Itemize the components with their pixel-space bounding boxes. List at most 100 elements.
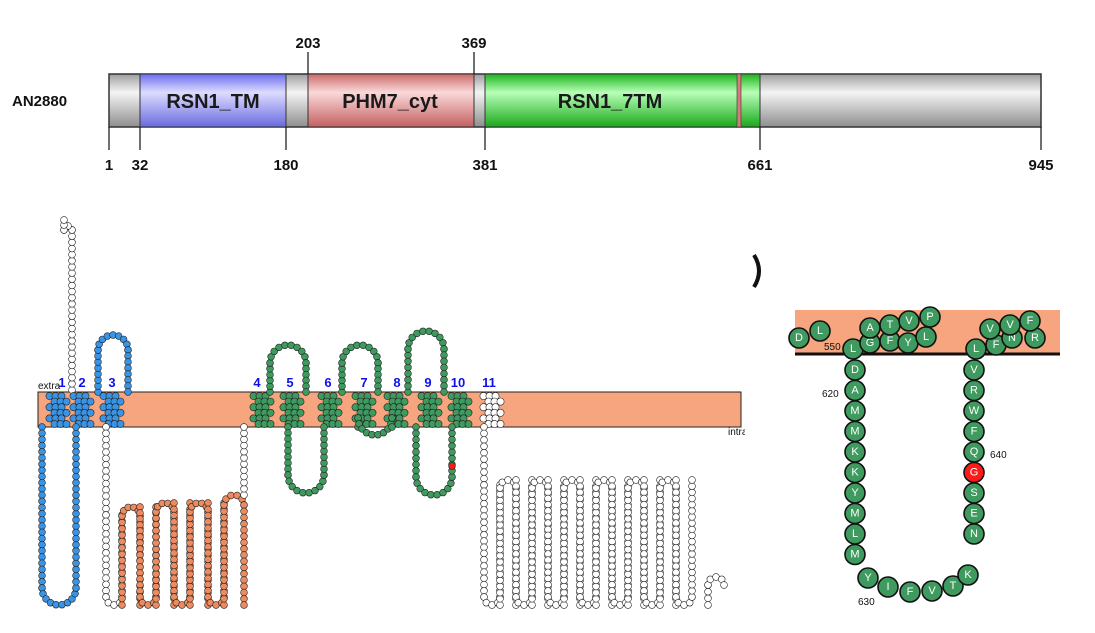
residue-bead (68, 343, 76, 351)
residue-bead (512, 482, 520, 490)
residue-bead (118, 582, 126, 590)
residue-bead (38, 559, 46, 567)
residue-bead (38, 435, 46, 444)
residue-letter: V (905, 315, 913, 327)
residue-bead (204, 568, 212, 576)
extra-label: extra (38, 381, 61, 392)
residue-bead (68, 318, 76, 327)
residue-bead (116, 408, 125, 417)
residue-bead (68, 257, 76, 265)
residue-bead (240, 588, 248, 597)
residue-bead (102, 580, 110, 589)
residue-bead (672, 587, 680, 595)
residue-bead (68, 281, 76, 290)
residue-bead (624, 582, 632, 591)
residue-bead (266, 359, 274, 367)
residue-bead (220, 582, 228, 590)
residue-bead (512, 568, 520, 577)
residue-bead (480, 549, 488, 558)
residue-bead (204, 511, 212, 520)
residue-bead (220, 588, 228, 597)
residue-bead (576, 500, 584, 509)
residue-letter: V (928, 585, 936, 597)
residue-bead (102, 454, 110, 463)
residue-bead (640, 556, 648, 564)
residue-bead (240, 513, 248, 522)
residue-bead (688, 482, 696, 490)
residue-bead (592, 601, 600, 609)
residue-bead (68, 232, 76, 240)
residue-bead (480, 449, 488, 457)
residue-bead (72, 479, 80, 487)
residue-bead (240, 576, 248, 584)
residue-bead (448, 454, 456, 462)
residue-bead (400, 420, 409, 428)
residue-bead (204, 580, 212, 589)
residue-bead (576, 587, 584, 595)
residue-bead (528, 496, 536, 504)
residue-letter: Q (970, 446, 979, 458)
residue-bead (592, 490, 600, 498)
residue-bead (102, 523, 110, 532)
residue-bead (152, 588, 160, 597)
residue-bead (68, 355, 76, 363)
residue-bead (412, 460, 420, 469)
residue-bead (656, 527, 664, 535)
residue-bead (640, 574, 648, 583)
residue-bead (118, 575, 126, 584)
residue-bead (170, 568, 178, 576)
residue-bead (388, 414, 396, 422)
residue-bead (688, 500, 696, 509)
residue-bead (496, 408, 505, 417)
residue-bead (592, 496, 600, 504)
residue-bead (368, 420, 377, 428)
residue-bead (496, 595, 504, 603)
residue-bead (480, 468, 488, 476)
residue-bead (440, 369, 448, 378)
residue-bead (788, 327, 810, 349)
residue-bead (624, 515, 632, 523)
residue-bead (942, 575, 964, 597)
residue-bead (68, 330, 76, 339)
residue-bead (560, 558, 568, 566)
residue-bead (512, 531, 520, 540)
residue-bead (204, 536, 212, 545)
residue-letter: F (993, 339, 1000, 351)
residue-bead (72, 503, 80, 512)
residue-bead (448, 448, 456, 456)
residue-bead (170, 511, 178, 520)
residue-bead (560, 545, 568, 554)
residue-bead (720, 581, 728, 589)
residue-bead (544, 488, 552, 496)
residue-letter: M (850, 426, 859, 438)
residue-bead (656, 558, 664, 566)
residue-bead (496, 539, 504, 548)
residue-bead (608, 537, 616, 546)
residue-bead (656, 589, 664, 597)
residue-bead (624, 539, 632, 548)
residue-bead (240, 520, 248, 528)
residue-bead (608, 568, 616, 577)
domain-rsn1-7tm (484, 73, 761, 128)
residue-bead (440, 363, 448, 372)
residue-bead (544, 544, 552, 552)
residue-bead (299, 489, 307, 497)
residue-letter: D (795, 332, 803, 344)
residue-bead (544, 531, 552, 540)
residue-bead (608, 494, 616, 503)
residue-bead (311, 486, 319, 495)
residue-bead (688, 513, 696, 521)
residue-bead (640, 525, 648, 533)
residue-bead (62, 408, 71, 417)
residue-bead (404, 388, 412, 396)
residue-bead (576, 537, 584, 546)
residue-bead (412, 435, 420, 444)
residue-bead (68, 238, 76, 246)
residue-bead (72, 472, 80, 481)
residue-bead (68, 380, 76, 388)
residue-bead (68, 250, 76, 259)
residue-bead (220, 570, 228, 578)
residue-bead (496, 527, 504, 535)
residue-bead (220, 520, 228, 528)
residue-bead (480, 518, 488, 526)
